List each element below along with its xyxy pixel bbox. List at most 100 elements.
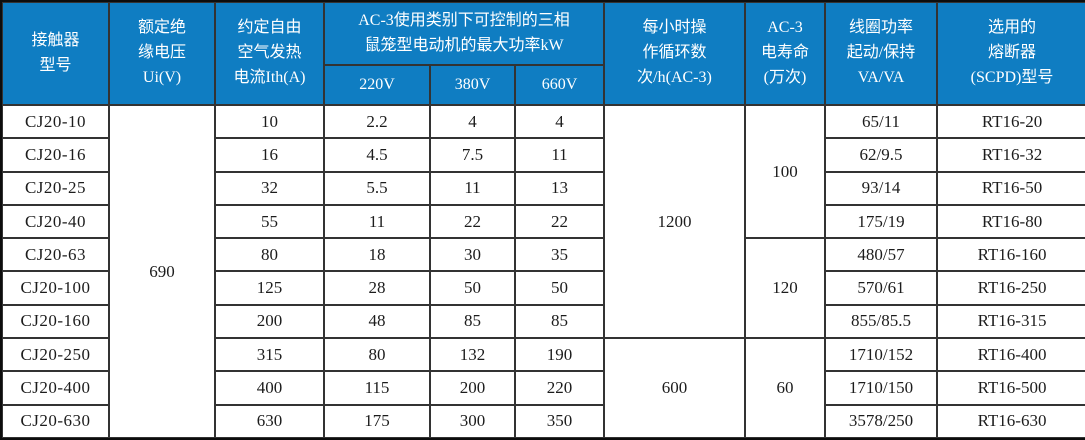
table-row: CJ20-10 690 10 2.2 4 4 1200 100 65/11 RT… — [2, 105, 1085, 438]
cell-kw-660v: 350 — [515, 404, 605, 438]
header-rated-insulation-voltage: 额定绝 缘电压 Ui(V) — [109, 2, 215, 105]
cell-cycles-merged: 600 — [604, 338, 746, 438]
cell-model: CJ20-400 — [2, 371, 109, 405]
header-fuse-type: 选用的 熔断器 (SCPD)型号 — [937, 2, 1085, 105]
cell-ui-merged: 690 — [109, 105, 215, 438]
cell-kw-220v: 11 — [324, 204, 430, 239]
cell-kw-380v: 7.5 — [430, 138, 515, 172]
header-thermal-current: 约定自由 空气发热 电流Ith(A) — [215, 2, 324, 105]
header-operating-cycles: 每小时操 作循环数 次/h(AC-3) — [604, 2, 746, 105]
cell-coil-va: 1710/152 — [825, 338, 938, 372]
header-electrical-life: AC-3 电寿命 (万次) — [745, 2, 826, 105]
cell-kw-220v: 48 — [324, 304, 430, 339]
cell-coil-va: 65/11 — [825, 105, 938, 139]
cell-coil-va: 480/57 — [825, 238, 938, 272]
cell-coil-va: 3578/250 — [825, 404, 938, 438]
cell-cycles-merged: 1200 — [604, 105, 746, 339]
cell-ith: 32 — [215, 171, 324, 205]
table-row: CJ20-16 16 4.5 7.5 11 62/9.5 RT16-32 — [2, 138, 1085, 172]
cell-coil-va: 570/61 — [825, 271, 938, 305]
header-ac3-max-power-group: AC-3使用类别下可控制的三相 鼠笼型电动机的最大功率kW — [324, 2, 605, 65]
cell-model: CJ20-10 — [2, 105, 109, 139]
cell-ith: 630 — [215, 404, 324, 438]
cell-kw-380v: 50 — [430, 271, 515, 305]
cell-kw-380v: 22 — [430, 204, 515, 239]
cell-coil-va: 175/19 — [825, 204, 938, 239]
cell-kw-220v: 18 — [324, 238, 430, 272]
cell-fuse: RT16-500 — [937, 371, 1085, 405]
cell-kw-220v: 5.5 — [324, 171, 430, 205]
cell-fuse: RT16-32 — [937, 138, 1085, 172]
cell-life-merged: 120 — [745, 238, 826, 339]
cell-kw-220v: 4.5 — [324, 138, 430, 172]
header-220v: 220V — [324, 65, 430, 105]
cell-kw-380v: 11 — [430, 171, 515, 205]
table-row: CJ20-63 80 18 30 35 120 480/57 RT16-160 — [2, 238, 1085, 339]
header-coil-power: 线圈功率 起动/保持 VA/VA — [825, 2, 938, 105]
header-660v: 660V — [515, 65, 605, 105]
cell-model: CJ20-25 — [2, 171, 109, 205]
header-model: 接触器 型号 — [2, 2, 109, 105]
cell-kw-660v: 50 — [515, 271, 605, 305]
cell-kw-220v: 175 — [324, 404, 430, 438]
table-row: CJ20-400 400 115 200 220 1710/150 RT16-5… — [2, 371, 1085, 405]
table-row: CJ20-160 200 48 85 85 855/85.5 RT16-315 — [2, 304, 1085, 339]
cell-fuse: RT16-315 — [937, 304, 1085, 339]
cell-kw-660v: 22 — [515, 204, 605, 239]
cell-ith: 400 — [215, 371, 324, 405]
cell-kw-380v: 85 — [430, 304, 515, 339]
cell-model: CJ20-40 — [2, 204, 109, 239]
cell-kw-220v: 28 — [324, 271, 430, 305]
cell-kw-660v: 13 — [515, 171, 605, 205]
header-row-voltages: 220V 380V 660V — [2, 65, 1085, 105]
cell-kw-220v: 2.2 — [324, 105, 430, 139]
cell-coil-va: 62/9.5 — [825, 138, 938, 172]
table-row: CJ20-630 630 175 300 350 3578/250 RT16-6… — [2, 404, 1085, 438]
cell-fuse: RT16-400 — [937, 338, 1085, 372]
cell-coil-va: 1710/150 — [825, 371, 938, 405]
cell-kw-380v: 30 — [430, 238, 515, 272]
cell-kw-380v: 4 — [430, 105, 515, 139]
cell-fuse: RT16-160 — [937, 238, 1085, 272]
cell-ith: 315 — [215, 338, 324, 372]
cell-kw-660v: 85 — [515, 304, 605, 339]
cell-model: CJ20-160 — [2, 304, 109, 339]
cell-kw-660v: 220 — [515, 371, 605, 405]
cell-coil-va: 855/85.5 — [825, 304, 938, 339]
cell-ith: 55 — [215, 204, 324, 239]
cell-fuse: RT16-50 — [937, 171, 1085, 205]
cell-fuse: RT16-630 — [937, 404, 1085, 438]
cell-model: CJ20-100 — [2, 271, 109, 305]
cell-model: CJ20-63 — [2, 238, 109, 272]
cell-ith: 125 — [215, 271, 324, 305]
cell-fuse: RT16-80 — [937, 204, 1085, 239]
table-header: 接触器 型号 额定绝 缘电压 Ui(V) 约定自由 空气发热 电流Ith(A) … — [2, 2, 1085, 105]
cell-life-merged: 60 — [745, 338, 826, 438]
table-row: CJ20-250 315 80 132 190 600 60 1710/152 … — [2, 338, 1085, 438]
cell-kw-380v: 200 — [430, 371, 515, 405]
cell-fuse: RT16-20 — [937, 105, 1085, 139]
cell-kw-220v: 80 — [324, 338, 430, 372]
header-380v: 380V — [430, 65, 515, 105]
cell-ith: 10 — [215, 105, 324, 139]
cell-kw-660v: 11 — [515, 138, 605, 172]
header-row-top: 接触器 型号 额定绝 缘电压 Ui(V) 约定自由 空气发热 电流Ith(A) … — [2, 2, 1085, 105]
cell-ith: 200 — [215, 304, 324, 339]
cell-kw-380v: 132 — [430, 338, 515, 372]
table-row: CJ20-100 125 28 50 50 570/61 RT16-250 — [2, 271, 1085, 305]
cell-kw-660v: 35 — [515, 238, 605, 272]
cell-model: CJ20-630 — [2, 404, 109, 438]
cell-kw-660v: 4 — [515, 105, 605, 139]
table-body: CJ20-10 690 10 2.2 4 4 1200 100 65/11 RT… — [2, 105, 1085, 438]
table-row: CJ20-25 32 5.5 11 13 93/14 RT16-50 — [2, 171, 1085, 205]
cell-ith: 80 — [215, 238, 324, 272]
cell-life-merged: 100 — [745, 105, 826, 239]
cell-kw-220v: 115 — [324, 371, 430, 405]
cell-ith: 16 — [215, 138, 324, 172]
cell-kw-660v: 190 — [515, 338, 605, 372]
cell-kw-380v: 300 — [430, 404, 515, 438]
cell-coil-va: 93/14 — [825, 171, 938, 205]
cell-fuse: RT16-250 — [937, 271, 1085, 305]
